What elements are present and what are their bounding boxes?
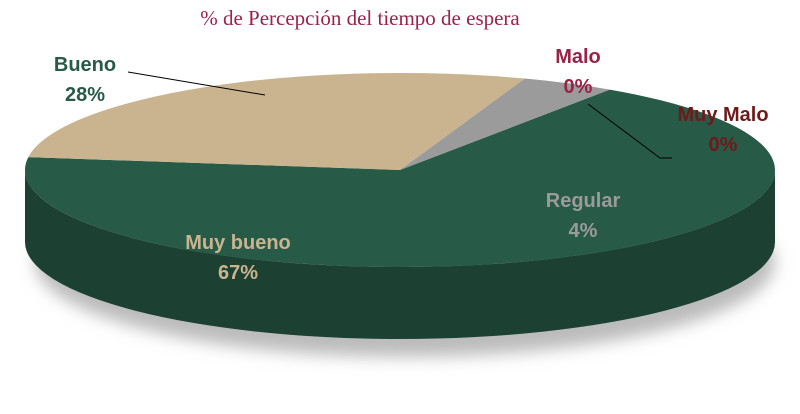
- category-label: Muy Malo: [677, 104, 769, 126]
- category-label: Malo: [555, 46, 601, 68]
- data-label: Bueno 28%: [10, 50, 160, 110]
- data-label: Malo 0%: [528, 42, 628, 102]
- slice-side: [25, 170, 775, 339]
- data-label: Muy Malo 0%: [668, 100, 778, 160]
- leader-line: [587, 103, 672, 159]
- value-label: 28%: [64, 84, 106, 106]
- pie-tops: [24, 73, 775, 267]
- data-label: Muy bueno 67%: [158, 228, 318, 288]
- value-label: 67%: [217, 262, 259, 284]
- value-label: 0%: [708, 134, 738, 156]
- leader-line: [127, 71, 266, 96]
- slice: [28, 73, 525, 170]
- pie-sides: [25, 170, 775, 339]
- value-label: 4%: [568, 220, 598, 242]
- slice: [400, 78, 610, 170]
- data-label: Regular 4%: [518, 186, 648, 246]
- category-label: Muy bueno: [185, 232, 291, 254]
- category-label: Regular: [545, 190, 621, 212]
- chart-title: % de Percepción del tiempo de espera: [200, 6, 520, 30]
- value-label: 0%: [563, 76, 593, 98]
- slice: [24, 89, 775, 267]
- category-label: Bueno: [53, 54, 117, 76]
